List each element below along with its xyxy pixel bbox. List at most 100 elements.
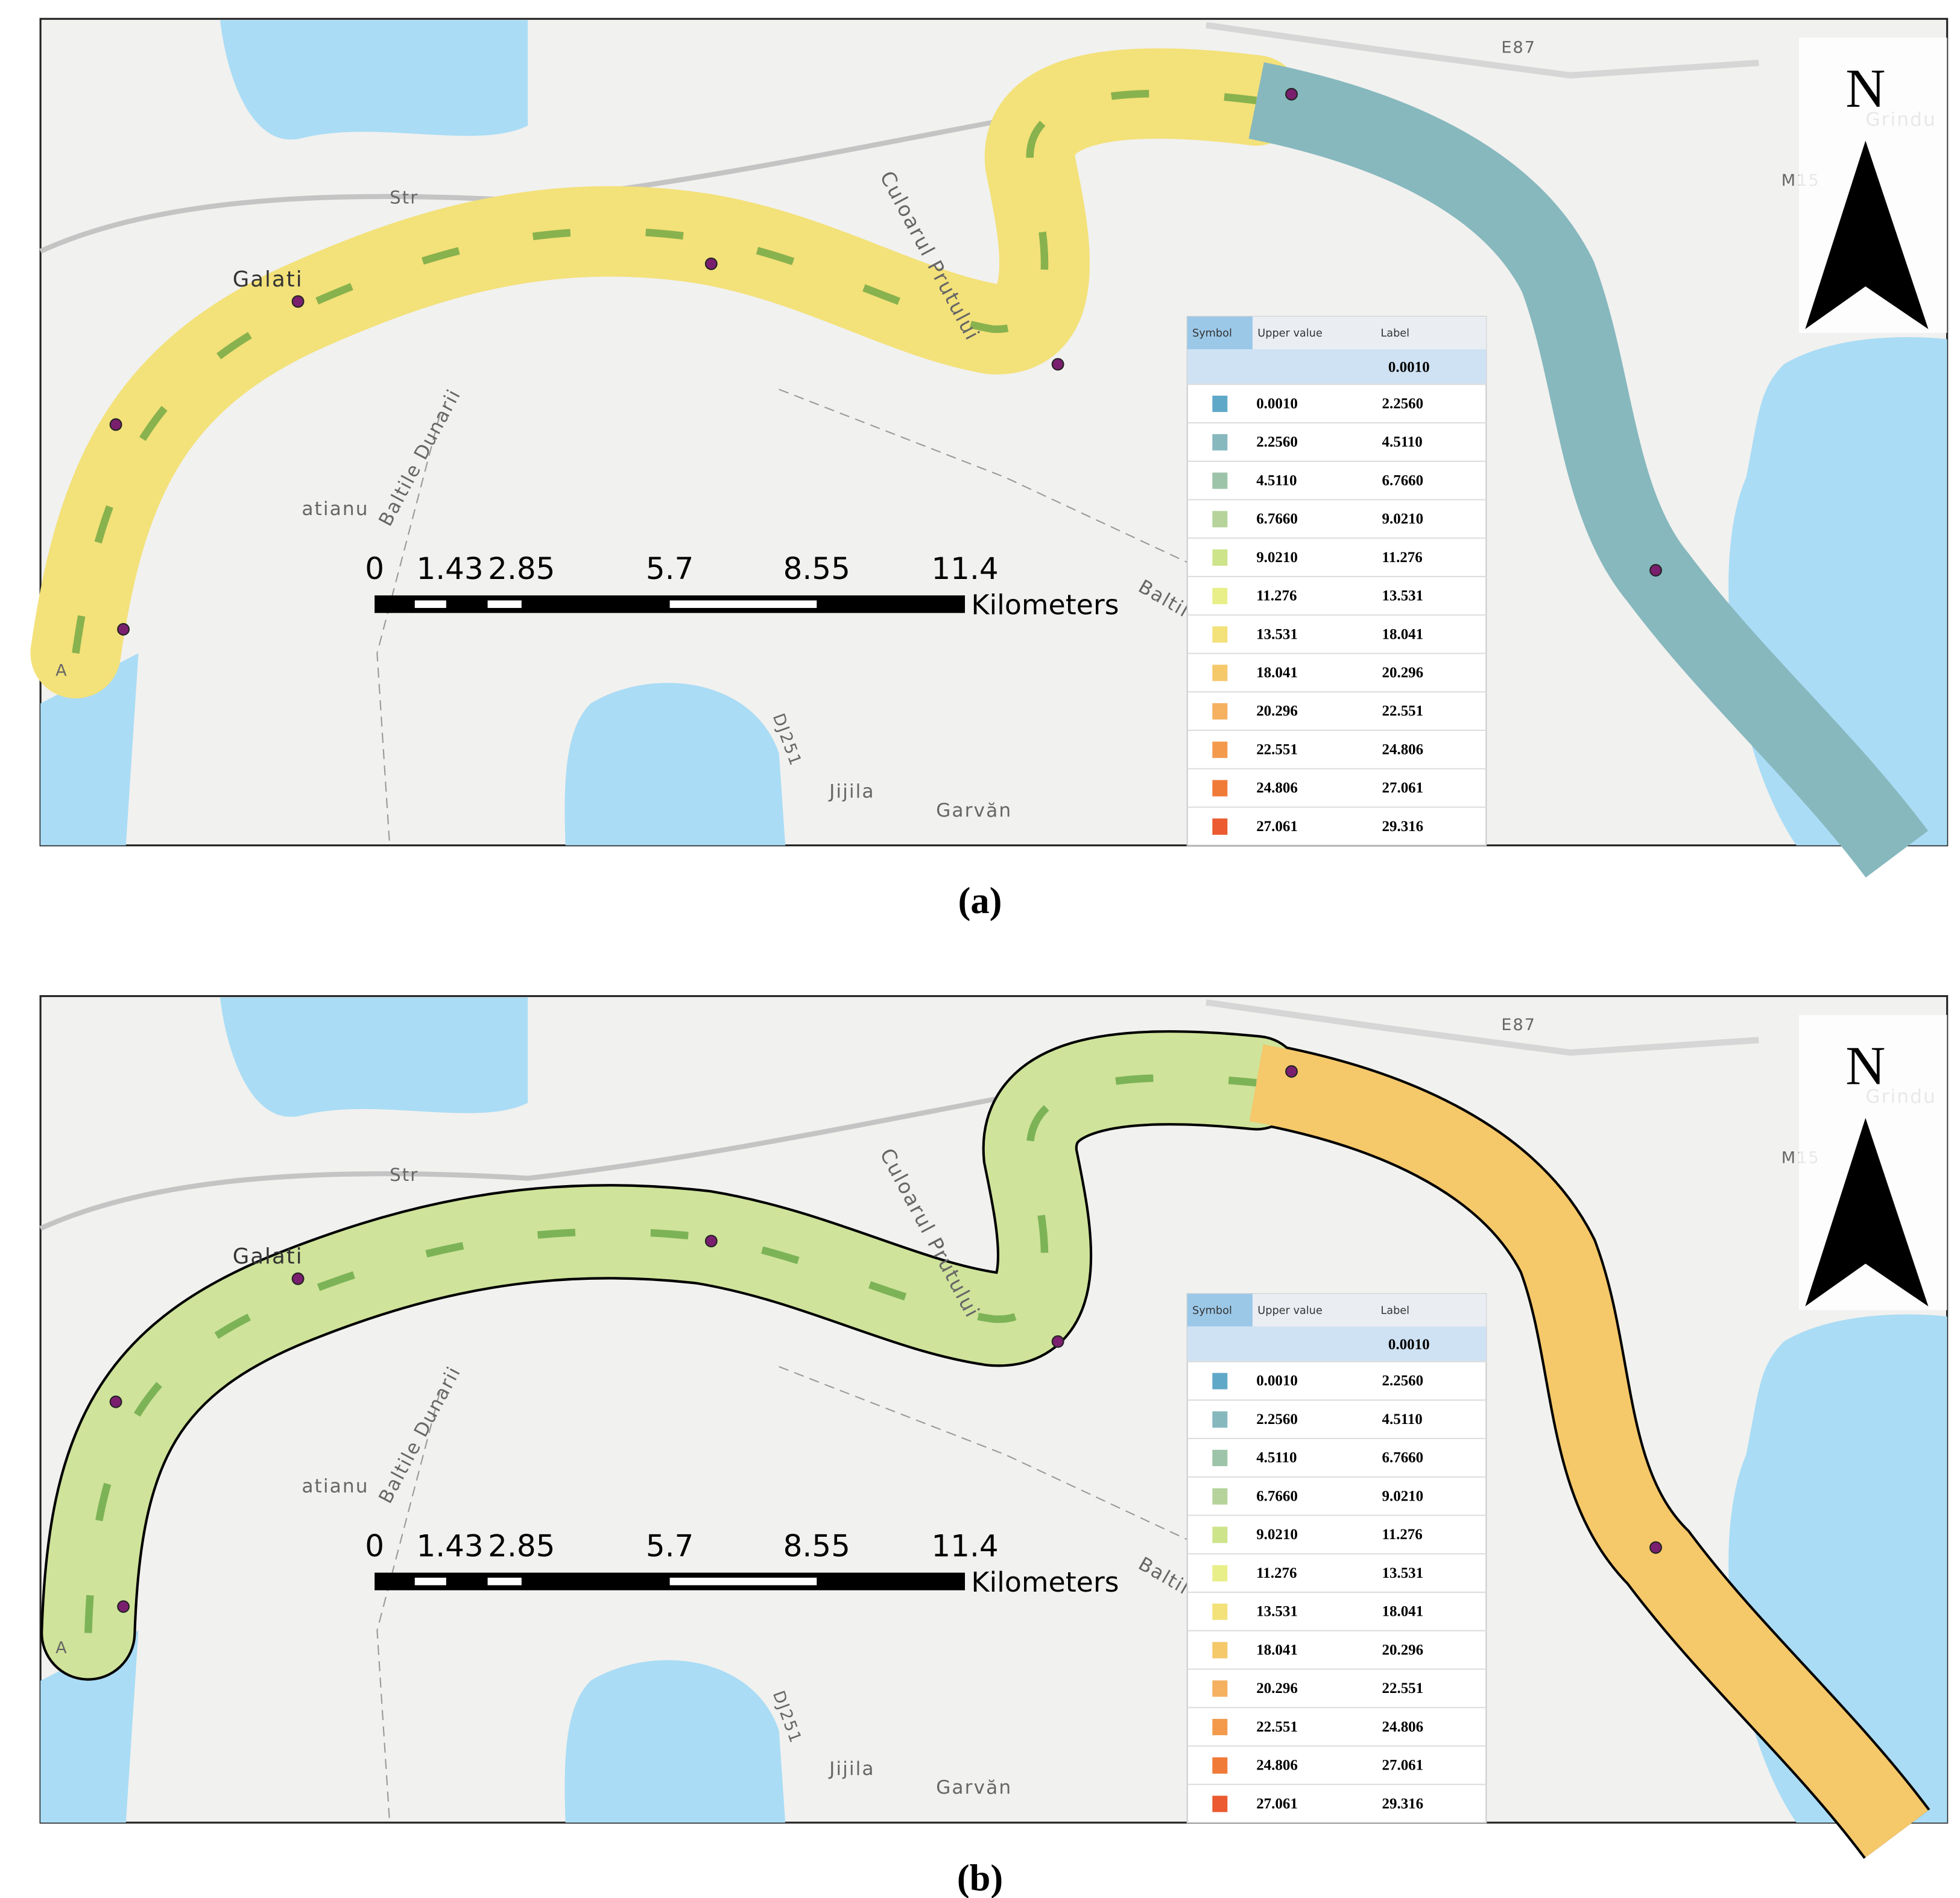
river	[1248, 62, 1929, 878]
river	[1249, 1044, 1929, 1858]
legend-upper-value: 27.061	[1256, 818, 1298, 835]
legend-swatch	[1212, 434, 1228, 451]
legend-swatch	[1212, 1449, 1228, 1466]
legend-header-cell	[1187, 316, 1253, 349]
legend-header-cell	[1187, 1294, 1253, 1327]
map-label: E87	[1501, 1016, 1536, 1034]
legend-upper-value: 4.5110	[1256, 1450, 1297, 1466]
map-label: Galati	[233, 1244, 303, 1269]
location-dot	[704, 257, 718, 270]
panel-caption: (a)	[958, 879, 1002, 922]
north-label: N	[1845, 1034, 1885, 1096]
map-label: Garvăn	[936, 1777, 1012, 1798]
river-detail	[72, 89, 1257, 654]
legend-label: 11.276	[1382, 1526, 1422, 1543]
legend-swatch	[1212, 1719, 1228, 1736]
legend-table	[1186, 315, 1487, 846]
legend-upper-value: 27.061	[1256, 1795, 1298, 1812]
legend-label: 9.0210	[1382, 1488, 1423, 1504]
legend-label: 27.061	[1382, 780, 1423, 796]
location-dot	[109, 1395, 122, 1408]
location-dot	[291, 295, 305, 308]
legend-label: 9.0210	[1382, 511, 1423, 527]
legend-upper-value: 4.5110	[1256, 472, 1297, 489]
map-label: E87	[1501, 38, 1536, 57]
legend-header-text: Symbol	[1192, 327, 1232, 340]
legend-label: 11.276	[1382, 549, 1422, 566]
north-arrow	[1805, 1118, 1929, 1307]
river-detail	[84, 1074, 1257, 1633]
scale-tick-label: 1.43	[416, 1528, 483, 1563]
location-dot	[1285, 1065, 1298, 1078]
legend-label: 29.316	[1382, 1795, 1423, 1812]
scale-bar-segment	[414, 600, 446, 609]
map-label: atianu	[302, 1475, 368, 1497]
map-label: A	[55, 1639, 68, 1657]
legend-swatch	[1212, 626, 1228, 643]
map-label: A	[55, 662, 68, 680]
legend-swatch	[1212, 1373, 1228, 1390]
legend-upper-value: 0.0010	[1256, 1373, 1298, 1389]
legend-upper-value: 0.0010	[1256, 396, 1298, 412]
legend-upper-value: 13.531	[1256, 626, 1298, 642]
legend-upper-value: 11.276	[1256, 588, 1297, 604]
legend-upper-value: 9.0210	[1256, 549, 1298, 566]
legend-swatch	[1212, 780, 1228, 797]
panel-caption: (b)	[957, 1857, 1003, 1898]
legend-label: 20.296	[1382, 1642, 1423, 1658]
legend-table	[1186, 1293, 1487, 1824]
location-dot	[1051, 1335, 1064, 1348]
scale-tick-label: 5.7	[646, 1528, 694, 1563]
legend-upper-value: 18.041	[1256, 1642, 1298, 1658]
legend-label: 29.316	[1382, 818, 1423, 835]
legend-swatch	[1212, 1757, 1228, 1774]
legend-upper-value: 2.2560	[1256, 434, 1298, 451]
legend-header-text: Upper value	[1257, 1305, 1323, 1317]
legend-label: 27.061	[1382, 1757, 1423, 1774]
legend-swatch	[1212, 1795, 1228, 1812]
road	[376, 1391, 441, 1823]
scale-tick-label: 11.4	[931, 1528, 998, 1563]
legend-swatch	[1212, 396, 1228, 413]
road	[1206, 999, 1759, 1056]
legend-label: 22.551	[1382, 703, 1423, 720]
road	[779, 388, 1194, 566]
legend-label: 13.531	[1382, 588, 1423, 604]
legend-swatch	[1212, 1411, 1228, 1428]
legend-swatch	[1212, 665, 1228, 682]
legend-label: 24.806	[1382, 741, 1423, 758]
location-dot	[291, 1272, 305, 1285]
legend-upper-value: 2.2560	[1256, 1411, 1298, 1428]
scale-bar-segment	[487, 600, 522, 609]
legend-label: 18.041	[1382, 1604, 1423, 1620]
legend-first-row	[1187, 349, 1487, 385]
map-label: Garvăn	[936, 800, 1012, 821]
legend-swatch	[1212, 549, 1228, 566]
legend-swatch	[1212, 1680, 1228, 1697]
scale-tick-label: 5.7	[646, 551, 694, 586]
legend-swatch	[1212, 1488, 1228, 1505]
legend-label: 22.551	[1382, 1680, 1423, 1697]
legend-upper-value: 24.806	[1256, 780, 1298, 796]
legend-label: 24.806	[1382, 1719, 1423, 1735]
legend-upper-value: 18.041	[1256, 665, 1298, 681]
legend-swatch	[1212, 1565, 1228, 1582]
road	[376, 414, 441, 846]
location-dot	[1051, 358, 1064, 371]
map-label: Str	[390, 187, 419, 207]
legend-swatch	[1212, 1603, 1228, 1620]
legend-swatch	[1212, 703, 1228, 720]
legend-label: 13.531	[1382, 1565, 1423, 1581]
map-label: Galati	[233, 267, 303, 292]
scale-tick-label: 0	[365, 1528, 384, 1563]
road	[779, 1366, 1194, 1543]
scale-tick-label: 0	[365, 551, 384, 586]
scale-unit: Kilometers	[971, 588, 1119, 621]
legend-upper-value: 13.531	[1256, 1604, 1298, 1620]
legend-label: 18.041	[1382, 626, 1423, 642]
lake	[40, 1630, 139, 1823]
legend-upper-value: 9.0210	[1256, 1526, 1298, 1543]
legend-label: 6.7660	[1382, 472, 1423, 489]
legend-upper-value: 22.551	[1256, 1719, 1298, 1735]
legend-upper-value: 6.7660	[1256, 1488, 1298, 1504]
